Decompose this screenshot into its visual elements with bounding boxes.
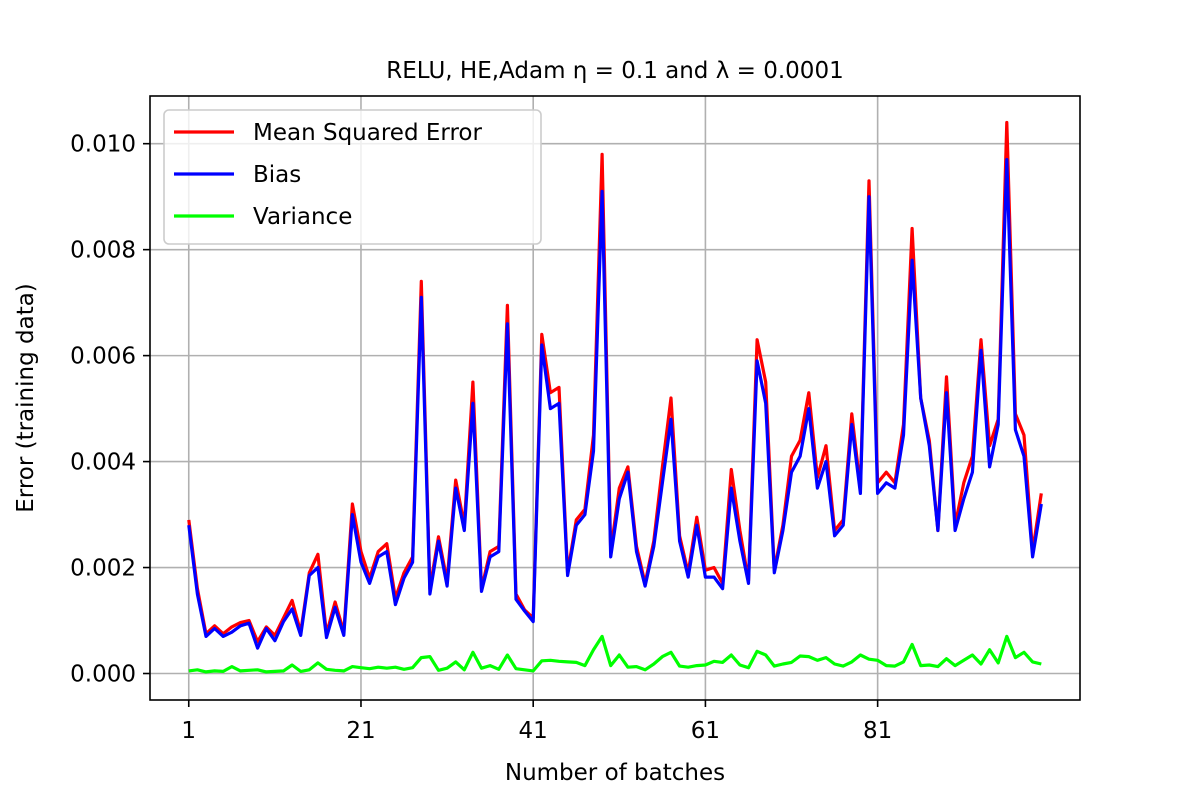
x-tick-label: 41 (519, 718, 548, 744)
legend-box (163, 109, 542, 245)
legend-label-0: Mean Squared Error (253, 120, 482, 146)
legend-label-2: Variance (253, 204, 352, 230)
x-tick-label: 61 (691, 718, 720, 744)
y-tick-label: 0.002 (70, 556, 136, 582)
y-tick-label: 0.010 (70, 132, 136, 158)
y-tick-label: 0.006 (70, 344, 136, 370)
series-line-2 (188, 634, 1042, 674)
y-axis-label: Error (training data) (13, 283, 39, 513)
x-tick-label: 81 (863, 718, 892, 744)
x-tick-label: 21 (346, 718, 375, 744)
series-lines (187, 120, 1043, 674)
y-tick-label: 0.008 (70, 238, 136, 264)
x-axis-label: Number of batches (505, 760, 725, 786)
x-tick-label: 1 (181, 718, 196, 744)
chart-title: RELU, HE,Adam η = 0.1 and λ = 0.0001 (386, 58, 843, 84)
legend-label-1: Bias (253, 162, 301, 188)
series-line-1 (187, 158, 1043, 650)
y-tick-label: 0.000 (70, 662, 136, 688)
y-tick-label: 0.004 (70, 450, 136, 476)
legend: Mean Squared Error Bias Variance (163, 109, 542, 245)
plot-frame (149, 95, 1081, 701)
axis-ticks: 1 21 41 61 81 0.000 0.002 0.004 0.006 0.008 0.010 (70, 132, 892, 744)
